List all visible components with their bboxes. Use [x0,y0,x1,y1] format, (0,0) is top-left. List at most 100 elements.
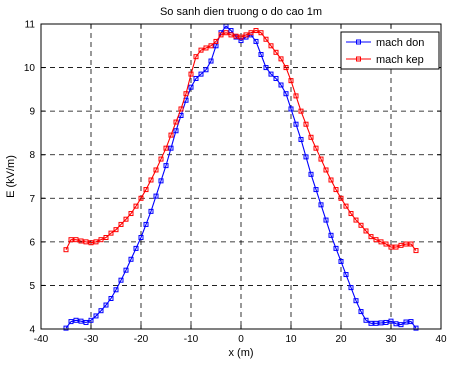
data-point [248,30,254,36]
data-point [298,108,304,114]
legend-box [340,31,440,70]
legend-marker [356,39,361,45]
data-point [203,45,209,51]
data-point [398,322,404,328]
data-point [233,33,239,39]
legend-item: mach don [346,37,424,49]
data-point [293,121,299,127]
data-point [128,256,134,262]
data-point [358,222,364,228]
data-point [308,171,314,177]
data-point [88,240,94,246]
data-point [133,203,139,209]
data-point [73,237,79,243]
y-tick-label: 7 [29,194,35,205]
data-point [318,156,324,162]
data-point [353,298,359,304]
data-point [148,208,154,214]
data-point [238,38,244,44]
data-point [273,75,279,81]
data-point [208,43,214,49]
data-point [378,320,384,326]
data-point [183,91,189,97]
legend-item: mach kep [346,54,424,66]
data-point [188,71,194,77]
x-tick-label: -30 [84,334,99,345]
data-point [153,193,159,199]
data-point [413,325,419,331]
data-point [253,38,259,44]
data-point [253,28,259,34]
data-point [188,84,194,90]
chart-title: So sanh dien truong o do cao 1m [160,6,322,18]
x-tick-label: -20 [134,334,149,345]
data-point [403,241,409,247]
data-point [243,32,249,38]
data-point [163,163,169,169]
data-point [63,325,69,331]
x-tick-label: 20 [335,334,347,345]
data-point [228,32,234,38]
series-layer [63,23,419,331]
data-point [83,319,89,325]
data-point [168,132,174,138]
data-point [403,319,409,325]
data-point [208,58,214,64]
data-point [148,177,154,183]
data-point [88,317,94,323]
data-point [338,195,344,201]
data-point [318,202,324,208]
data-point [263,36,269,42]
data-point [238,34,244,40]
data-point [168,145,174,151]
data-point [158,156,164,162]
data-point [113,287,119,293]
data-point [328,232,334,238]
data-point [323,167,329,173]
data-point [383,241,389,247]
data-point [128,211,134,217]
data-point [278,56,284,62]
data-point [368,320,374,326]
data-point [118,221,124,227]
data-point [203,67,209,73]
y-tick-label: 9 [29,107,35,118]
y-axis-title: E (kV/m) [5,155,17,198]
data-point [103,235,109,240]
data-point [93,239,99,245]
data-point [263,65,269,71]
y-tick-label: 6 [29,237,35,248]
data-point [138,195,144,201]
data-point [273,49,279,55]
data-point [78,318,84,324]
data-point [198,47,204,53]
data-point [63,247,69,253]
data-point [163,145,169,151]
data-point [338,258,344,264]
data-point [113,227,119,233]
x-tick-label: -10 [184,334,199,345]
data-point [158,178,164,184]
data-point [333,187,339,193]
data-point [288,106,294,112]
legend-label: mach kep [376,54,424,66]
data-point [288,78,294,84]
data-point [143,221,149,227]
y-tick-label: 10 [24,63,36,74]
y-tick-labels: 4 5 6 7 8 9 10 11 [24,20,36,336]
data-point [173,119,179,125]
data-point [133,245,139,251]
data-point [268,71,274,77]
data-point [278,82,284,88]
data-point [303,154,309,160]
data-point [143,187,149,193]
x-tick-label: 10 [285,334,297,345]
series-line [65,25,417,329]
data-point [388,244,394,250]
data-point [368,234,374,240]
data-point [258,30,264,36]
data-point [348,285,354,291]
data-point [308,134,314,140]
data-point [348,211,354,217]
data-point [73,317,79,323]
